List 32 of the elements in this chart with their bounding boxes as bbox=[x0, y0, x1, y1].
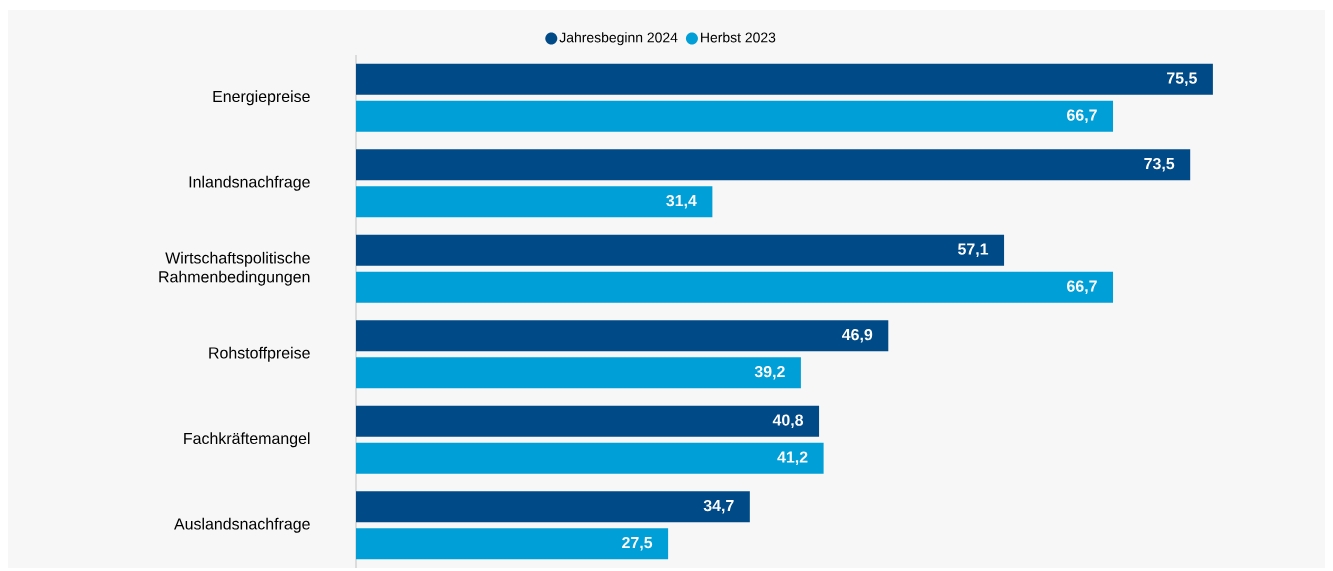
y-tick-label: Fachkräftemangel bbox=[184, 432, 310, 448]
data-label: 73,5 bbox=[1144, 157, 1175, 172]
bar bbox=[356, 357, 801, 389]
data-label: 57,1 bbox=[958, 243, 989, 257]
data-label: 66,7 bbox=[1067, 109, 1097, 124]
bar bbox=[356, 100, 1114, 132]
bar bbox=[356, 149, 1191, 181]
bar bbox=[356, 271, 1114, 303]
data-label: 75,5 bbox=[1167, 72, 1197, 86]
y-tick-label: Energiepreise bbox=[213, 90, 310, 106]
data-label: 41,2 bbox=[777, 451, 808, 466]
legend-label: Jahresbeginn 2024 bbox=[559, 32, 678, 46]
y-tick-label: Auslandsnachfrage bbox=[174, 517, 310, 533]
bar bbox=[356, 442, 824, 474]
y-tick-label: Wirtschaftspolitische Rahmenbedingungen bbox=[159, 251, 310, 286]
bar bbox=[356, 528, 669, 560]
bar bbox=[356, 63, 1213, 95]
y-tick-label: Inlandsnachfrage bbox=[189, 175, 310, 191]
y-tick-label: Rohstoffpreise bbox=[209, 346, 310, 362]
data-label: 31,4 bbox=[666, 194, 697, 209]
legend-label: Herbst 2023 bbox=[701, 32, 776, 43]
bar bbox=[356, 234, 1005, 266]
bar bbox=[356, 491, 750, 523]
data-label: 27,5 bbox=[622, 536, 653, 551]
data-label: 39,2 bbox=[754, 365, 785, 380]
bar bbox=[356, 405, 820, 437]
bar bbox=[356, 320, 889, 352]
data-label: 34,7 bbox=[703, 499, 734, 514]
data-label: 40,8 bbox=[772, 414, 804, 429]
data-label: 66,7 bbox=[1067, 280, 1097, 295]
bar bbox=[356, 186, 713, 218]
data-label: 46,9 bbox=[842, 328, 873, 343]
